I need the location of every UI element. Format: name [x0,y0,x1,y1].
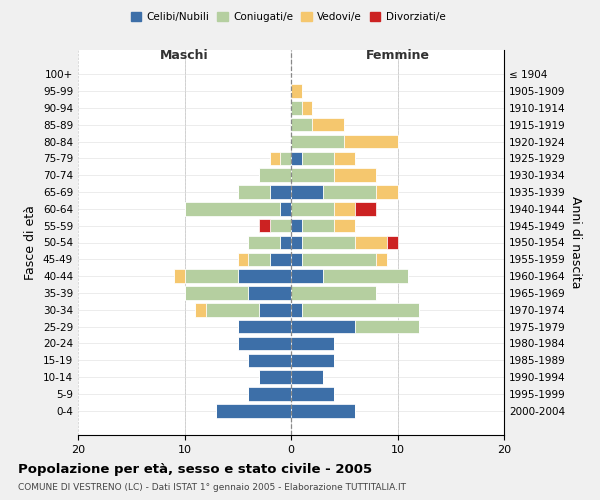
Bar [238,186,270,198]
Bar [291,101,302,114]
Bar [334,219,355,232]
Bar [302,303,419,316]
Bar [185,270,238,283]
Bar [355,320,419,334]
Bar [238,336,291,350]
Bar [323,270,408,283]
Bar [280,152,291,165]
Bar [334,202,355,215]
Bar [217,404,291,417]
Bar [291,370,323,384]
Bar [376,252,387,266]
Bar [174,270,185,283]
Bar [291,202,334,215]
Bar [270,252,291,266]
Bar [355,236,387,249]
Bar [280,202,291,215]
Bar [344,135,398,148]
Bar [185,286,248,300]
Bar [259,370,291,384]
Legend: Celibi/Nubili, Coniugati/e, Vedovi/e, Divorziati/e: Celibi/Nubili, Coniugati/e, Vedovi/e, Di… [127,8,449,26]
Bar [291,303,302,316]
Bar [238,252,248,266]
Text: Popolazione per età, sesso e stato civile - 2005: Popolazione per età, sesso e stato civil… [18,462,372,475]
Bar [334,168,376,182]
Bar [270,186,291,198]
Bar [302,219,334,232]
Bar [248,252,270,266]
Bar [248,236,280,249]
Bar [291,168,334,182]
Y-axis label: Fasce di età: Fasce di età [25,205,37,280]
Bar [291,320,355,334]
Bar [248,286,291,300]
Bar [291,186,323,198]
Bar [206,303,259,316]
Bar [302,101,312,114]
Bar [291,336,334,350]
Bar [291,387,334,400]
Bar [291,135,344,148]
Bar [280,236,291,249]
Bar [291,84,302,98]
Bar [238,270,291,283]
Bar [291,219,302,232]
Bar [270,152,280,165]
Bar [291,152,302,165]
Bar [259,303,291,316]
Bar [334,152,355,165]
Bar [291,252,302,266]
Bar [376,186,398,198]
Y-axis label: Anni di nascita: Anni di nascita [569,196,582,289]
Bar [259,219,270,232]
Text: Femmine: Femmine [365,50,430,62]
Bar [313,118,344,132]
Bar [302,236,355,249]
Bar [355,202,376,215]
Bar [302,152,334,165]
Bar [248,387,291,400]
Bar [291,270,323,283]
Bar [185,202,280,215]
Bar [291,286,376,300]
Bar [302,252,376,266]
Bar [259,168,291,182]
Bar [291,118,313,132]
Bar [248,354,291,367]
Text: COMUNE DI VESTRENO (LC) - Dati ISTAT 1° gennaio 2005 - Elaborazione TUTTITALIA.I: COMUNE DI VESTRENO (LC) - Dati ISTAT 1° … [18,482,406,492]
Bar [291,354,334,367]
Bar [291,404,355,417]
Bar [195,303,206,316]
Bar [238,320,291,334]
Bar [387,236,398,249]
Bar [323,186,376,198]
Text: Maschi: Maschi [160,50,209,62]
Bar [270,219,291,232]
Bar [291,236,302,249]
